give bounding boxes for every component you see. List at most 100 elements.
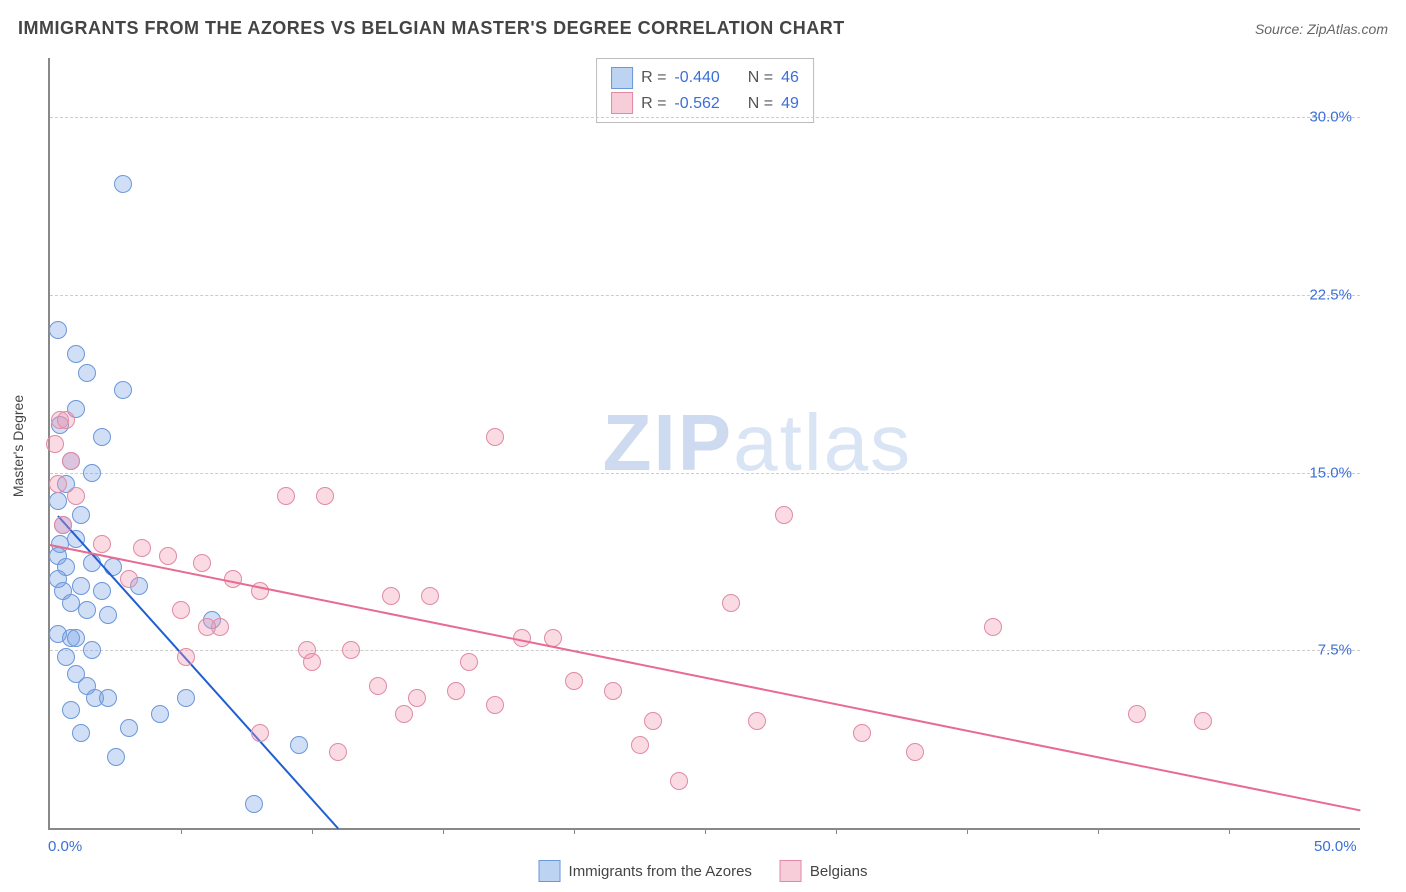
data-point: [408, 689, 426, 707]
chart-title: IMMIGRANTS FROM THE AZORES VS BELGIAN MA…: [18, 18, 845, 39]
data-point: [1128, 705, 1146, 723]
data-point: [67, 629, 85, 647]
data-point: [49, 492, 67, 510]
gridline: [50, 117, 1360, 118]
data-point: [114, 381, 132, 399]
stats-row-0: R = -0.440 N = 46: [611, 65, 799, 91]
data-point: [107, 748, 125, 766]
trend-line: [50, 544, 1360, 811]
y-tick-label: 7.5%: [1318, 642, 1352, 659]
gridline: [50, 473, 1360, 474]
data-point: [631, 736, 649, 754]
data-point: [382, 587, 400, 605]
data-point: [251, 724, 269, 742]
y-tick-label: 22.5%: [1309, 286, 1352, 303]
data-point: [72, 506, 90, 524]
x-tick-mark: [574, 828, 575, 834]
data-point: [93, 582, 111, 600]
data-point: [49, 475, 67, 493]
data-point: [565, 672, 583, 690]
x-tick-mark: [967, 828, 968, 834]
data-point: [198, 618, 216, 636]
data-point: [93, 428, 111, 446]
bottom-legend: Immigrants from the Azores Belgians: [539, 860, 868, 882]
data-point: [303, 653, 321, 671]
data-point: [93, 535, 111, 553]
data-point: [62, 701, 80, 719]
data-point: [1194, 712, 1212, 730]
chart-source: Source: ZipAtlas.com: [1255, 21, 1388, 37]
x-tick-mark: [443, 828, 444, 834]
data-point: [906, 743, 924, 761]
data-point: [277, 487, 295, 505]
stat-r-label: R =: [641, 65, 666, 91]
x-tick-mark: [181, 828, 182, 834]
stats-row-1: R = -0.562 N = 49: [611, 91, 799, 117]
stats-legend: R = -0.440 N = 46 R = -0.562 N = 49: [596, 58, 814, 123]
data-point: [775, 506, 793, 524]
stat-r-1: -0.562: [674, 91, 719, 117]
data-point: [62, 452, 80, 470]
data-point: [104, 558, 122, 576]
legend-item-1: Belgians: [780, 860, 868, 882]
data-point: [46, 435, 64, 453]
data-point: [54, 516, 72, 534]
data-point: [99, 689, 117, 707]
data-point: [49, 321, 67, 339]
data-point: [120, 570, 138, 588]
data-point: [133, 539, 151, 557]
data-point: [114, 175, 132, 193]
data-point: [245, 795, 263, 813]
swatch-series-1: [611, 92, 633, 114]
watermark: ZIPatlas: [603, 397, 912, 489]
stat-n-label: N =: [748, 91, 773, 117]
stat-r-label: R =: [641, 91, 666, 117]
x-max-label: 50.0%: [1314, 838, 1357, 855]
data-point: [172, 601, 190, 619]
x-tick-mark: [1229, 828, 1230, 834]
data-point: [316, 487, 334, 505]
x-tick-mark: [312, 828, 313, 834]
data-point: [159, 547, 177, 565]
data-point: [329, 743, 347, 761]
x-tick-mark: [836, 828, 837, 834]
plot-area: ZIPatlas R = -0.440 N = 46 R = -0.562 N …: [48, 58, 1360, 830]
data-point: [193, 554, 211, 572]
data-point: [177, 689, 195, 707]
legend-item-0: Immigrants from the Azores: [539, 860, 752, 882]
data-point: [67, 345, 85, 363]
chart-header: IMMIGRANTS FROM THE AZORES VS BELGIAN MA…: [18, 18, 1388, 39]
data-point: [644, 712, 662, 730]
data-point: [369, 677, 387, 695]
watermark-bold: ZIP: [603, 398, 733, 487]
data-point: [120, 719, 138, 737]
y-tick-label: 30.0%: [1309, 109, 1352, 126]
data-point: [57, 648, 75, 666]
legend-label-0: Immigrants from the Azores: [569, 863, 752, 880]
legend-label-1: Belgians: [810, 863, 868, 880]
data-point: [78, 364, 96, 382]
stat-n-label: N =: [748, 65, 773, 91]
data-point: [177, 648, 195, 666]
data-point: [853, 724, 871, 742]
data-point: [604, 682, 622, 700]
data-point: [290, 736, 308, 754]
data-point: [984, 618, 1002, 636]
data-point: [395, 705, 413, 723]
data-point: [342, 641, 360, 659]
data-point: [460, 653, 478, 671]
data-point: [486, 696, 504, 714]
gridline: [50, 295, 1360, 296]
data-point: [72, 724, 90, 742]
data-point: [72, 577, 90, 595]
data-point: [99, 606, 117, 624]
data-point: [151, 705, 169, 723]
legend-swatch-1: [780, 860, 802, 882]
data-point: [83, 464, 101, 482]
data-point: [83, 641, 101, 659]
x-min-label: 0.0%: [48, 838, 82, 855]
stat-n-0: 46: [781, 65, 799, 91]
data-point: [78, 601, 96, 619]
data-point: [722, 594, 740, 612]
data-point: [421, 587, 439, 605]
